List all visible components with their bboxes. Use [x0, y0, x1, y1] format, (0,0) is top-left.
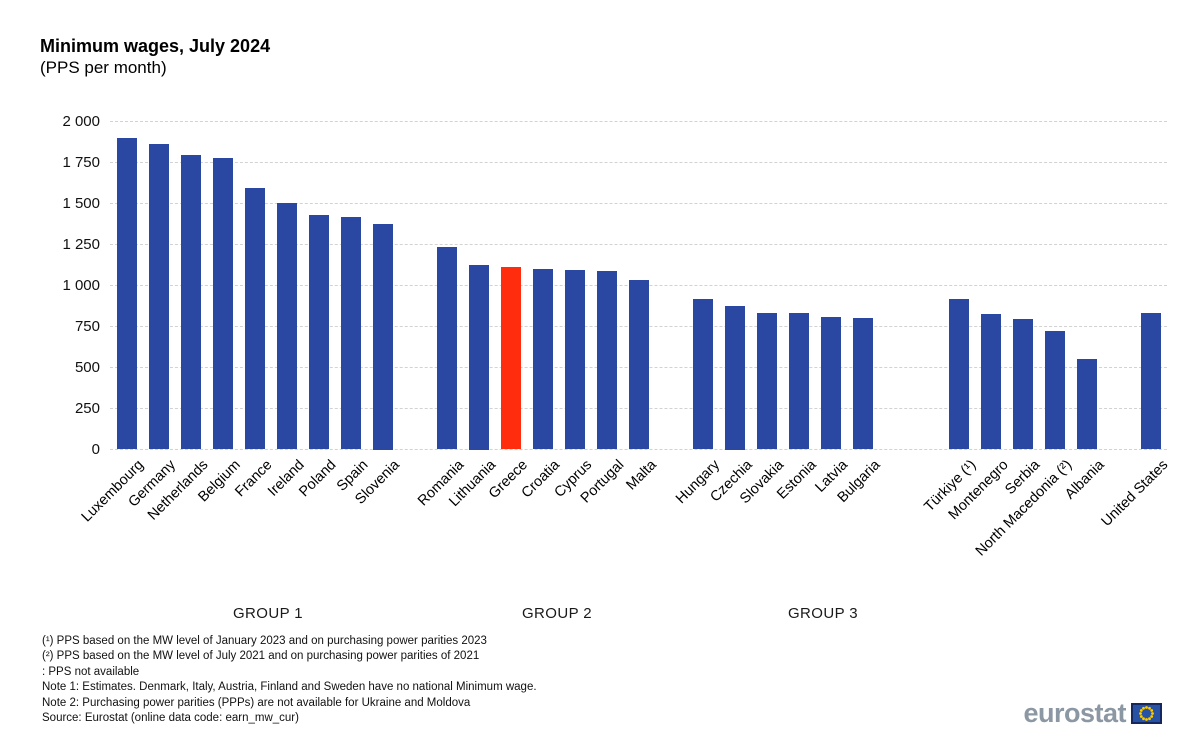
- group-label-1: GROUP 1: [232, 605, 304, 622]
- y-tick-2000: 2 000: [62, 112, 100, 130]
- gridline-2000: [110, 121, 1167, 122]
- eu-flag-icon: [1131, 703, 1162, 724]
- y-tick-1000: 1 000: [62, 276, 100, 294]
- chart-title: Minimum wages, July 2024: [40, 36, 271, 56]
- bar-albania: [1077, 359, 1097, 450]
- eurostat-logo: eurostat: [1023, 700, 1162, 727]
- footnote-note2: Note 2: Purchasing power parities (PPPs)…: [42, 696, 471, 709]
- bar-slovakia: [757, 312, 777, 450]
- y-tick-1500: 1 500: [62, 194, 100, 212]
- y-tick-250: 250: [74, 399, 100, 417]
- bar-portugal: [597, 270, 617, 450]
- x-label-text-united-states: United States: [1098, 457, 1172, 530]
- y-tick-0: 0: [91, 440, 100, 458]
- bar-united-states: [1141, 313, 1161, 450]
- footnote-1: (¹) PPS based on the MW level of January…: [42, 635, 487, 647]
- y-tick-750: 750: [74, 317, 100, 335]
- footnotes: (¹) PPS based on the MW level of January…: [42, 634, 802, 726]
- x-label-text-malta: Malta: [622, 457, 660, 494]
- bar-serbia: [1013, 319, 1033, 450]
- y-tick-1250: 1 250: [62, 235, 100, 253]
- bar-romania: [437, 246, 457, 450]
- footnote-note1: Note 1: Estimates. Denmark, Italy, Austr…: [42, 681, 537, 694]
- bar-france: [245, 187, 265, 450]
- footnote-source: Source: Eurostat (online data code: earn…: [42, 712, 299, 725]
- chart-subtitle: (PPS per month): [40, 58, 167, 77]
- bar-montenegro: [981, 314, 1001, 450]
- bar-czechia: [725, 306, 745, 450]
- eurostat-logo-text: eurostat: [1023, 698, 1126, 728]
- bar-belgium: [213, 157, 233, 450]
- gridline-0: [110, 449, 1167, 450]
- bar-ireland: [277, 202, 297, 450]
- group-label-3: GROUP 3: [787, 605, 859, 622]
- bar-north-macedonia: [1045, 330, 1065, 450]
- bar-malta: [629, 279, 649, 450]
- bar-latvia: [821, 317, 841, 450]
- bar-greece: [501, 267, 521, 450]
- bar-croatia: [533, 269, 553, 450]
- footnote-3: : PPS not available: [42, 665, 140, 678]
- bar-poland: [309, 214, 329, 450]
- bar-germany: [149, 143, 169, 450]
- bar-lithuania: [469, 265, 489, 450]
- bar-netherlands: [181, 155, 201, 450]
- gridline-1750: [110, 162, 1167, 163]
- bar-spain: [341, 216, 361, 450]
- bar-bulgaria: [853, 318, 873, 450]
- bar-slovenia: [373, 224, 393, 450]
- group-label-2: GROUP 2: [521, 605, 593, 622]
- bar-cyprus: [565, 269, 585, 450]
- bar-estonia: [789, 313, 809, 450]
- gridline-1500: [110, 203, 1167, 204]
- bar-t-rkiye: [949, 299, 969, 450]
- y-tick-500: 500: [74, 358, 100, 376]
- y-tick-1750: 1 750: [62, 153, 100, 171]
- footnote-2: (²) PPS based on the MW level of July 20…: [42, 650, 480, 663]
- gridline-1250: [110, 244, 1167, 245]
- bar-hungary: [693, 298, 713, 450]
- bar-luxembourg: [117, 137, 137, 450]
